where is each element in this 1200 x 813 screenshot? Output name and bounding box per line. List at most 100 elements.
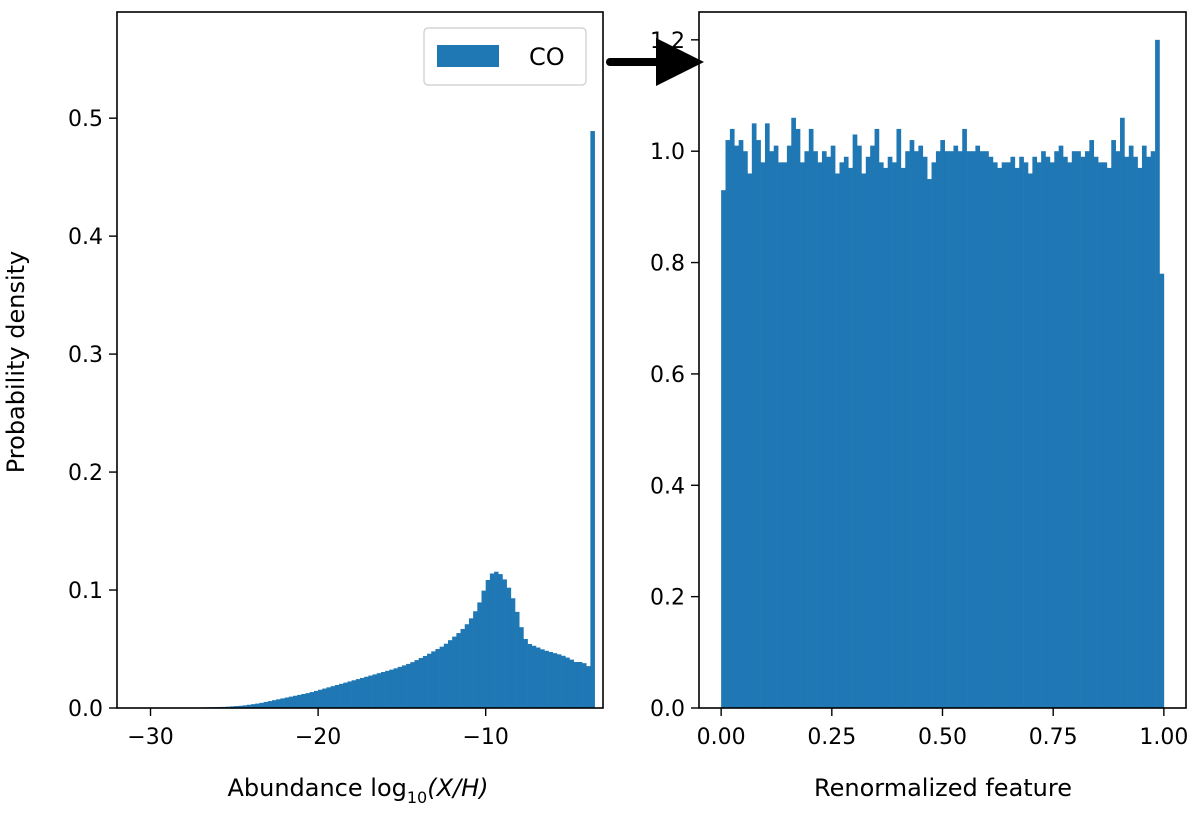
right-bar [747,173,753,709]
left-bar [292,695,298,708]
right-bar [857,145,862,708]
right-bar [1133,156,1138,708]
left-bar [347,681,352,708]
right-bar [1010,156,1016,708]
right-y-tick-label: 0.2 [650,586,685,611]
right-bar [835,173,840,709]
right-bar [1067,162,1073,708]
left-bar [242,705,248,708]
left-bar [355,679,361,708]
right-bar [870,145,875,708]
right-bar [953,145,959,708]
left-bar [234,706,239,708]
left-bar [447,640,453,708]
legend-box [423,27,587,86]
right-bar [734,145,739,708]
left-bar [502,579,507,708]
right-bar [1063,156,1068,708]
left-bar [535,647,541,708]
right-bar [808,128,814,709]
left-bar [452,636,457,708]
left-bar [418,658,424,708]
left-bar [431,651,436,708]
right-bar [1080,156,1086,708]
right-bar [887,156,893,708]
left-bar [422,655,428,708]
left-bar [561,655,566,708]
legend-swatch [437,45,499,67]
left-bar [498,574,503,708]
right-bar [940,140,945,709]
left-bar [259,702,264,708]
right-bar [874,128,880,709]
right-x-tick-label: 0.00 [697,725,746,750]
right-bar [914,151,919,708]
left-bar [255,703,260,708]
left-bar [309,692,315,708]
right-bar [743,151,748,708]
left-bar [582,663,587,708]
left-bar [544,650,549,708]
left-bar [288,696,294,708]
right-bar [1001,162,1007,708]
left-bar [489,573,495,708]
left-bar [313,690,319,708]
left-bar [263,701,269,708]
right-bar [922,156,928,708]
right-x-axis-label: Renormalized feature [814,774,1072,802]
right-bar [1071,151,1077,708]
left-bar-spike [590,131,595,709]
left-bar [427,653,432,708]
left-bar [360,677,365,708]
right-bar [1115,151,1121,708]
right-y-tick-label: 1.2 [650,29,685,54]
left-bar [322,688,327,708]
left-bar [414,660,419,708]
left-y-tick-label: 0.0 [68,697,103,722]
left-bar [368,675,373,708]
right-bar [769,151,775,708]
right-x-tick-label: 1.00 [1139,725,1188,750]
right-bar [795,128,801,709]
right-bar [1014,167,1020,709]
left-y-tick-label: 0.2 [68,461,103,486]
left-x-tick-label: −30 [127,725,173,750]
left-bar [481,590,486,708]
right-bar [764,123,770,709]
right-bar [1093,156,1099,708]
right-bar [725,140,731,709]
left-bar [280,698,285,708]
left-x-axis-label: Abundance log10(X/H) [227,774,488,807]
left-bar [577,661,583,708]
right-bar [1137,167,1143,709]
right-bar [1159,273,1165,708]
right-bar [909,140,915,709]
right-bar [1120,117,1125,709]
right-bar [892,162,897,708]
left-bar [410,662,415,708]
right-x-tick-label: 0.50 [918,725,967,750]
left-x-tick-label: −20 [295,725,341,750]
right-bar [1155,39,1160,708]
right-bar [935,151,941,708]
left-bar [569,659,574,708]
left-y-tick-label: 0.4 [68,225,103,250]
right-bar [1146,156,1152,708]
left-bar [523,638,528,708]
right-bar [997,167,1002,709]
left-bar [401,665,407,708]
left-bar [238,705,243,708]
left-bar [494,571,499,708]
left-bar [267,701,273,708]
left-y-axis-label: Probability density [2,251,30,474]
left-bar [318,689,323,708]
right-bar [839,162,845,708]
left-y-tick-label: 0.3 [68,343,103,368]
right-bar [791,117,796,709]
right-bar [988,156,994,708]
right-bar [861,173,867,709]
left-bar [460,628,466,708]
left-bar [334,684,340,708]
left-bar [540,649,545,708]
right-y-tick-label: 0.0 [650,697,685,722]
